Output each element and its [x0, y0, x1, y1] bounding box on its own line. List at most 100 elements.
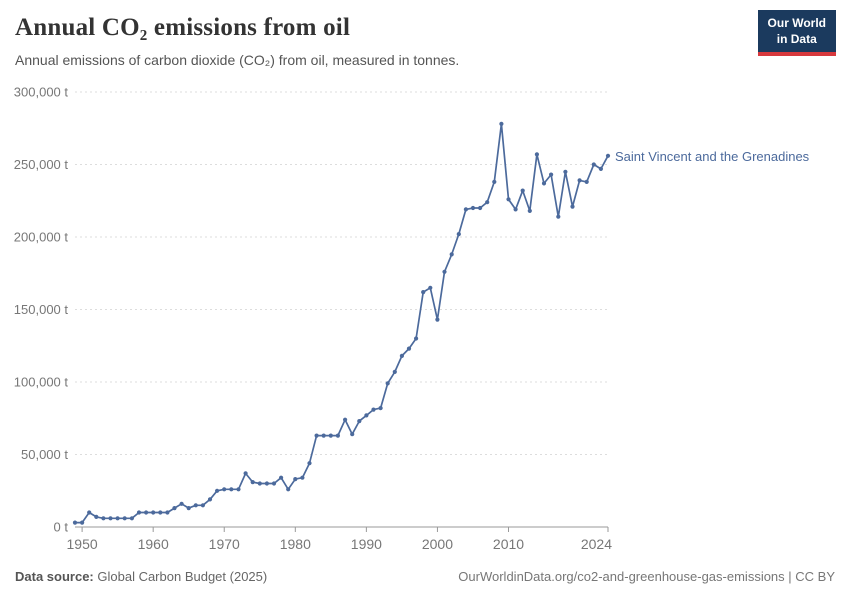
data-point[interactable] — [94, 514, 99, 520]
data-point[interactable] — [499, 121, 504, 126]
data-point[interactable] — [250, 480, 255, 485]
data-point[interactable] — [478, 205, 483, 211]
data-point[interactable] — [229, 487, 234, 492]
data-line[interactable] — [75, 123, 609, 524]
data-point[interactable] — [193, 503, 198, 508]
data-point[interactable] — [200, 503, 205, 508]
data-point[interactable] — [414, 336, 419, 341]
y-tick-label: 100,000 t — [14, 375, 69, 390]
data-point[interactable] — [158, 510, 163, 515]
data-point[interactable] — [357, 419, 362, 424]
data-point[interactable] — [406, 346, 412, 351]
data-point[interactable] — [335, 433, 340, 438]
y-tick-label: 0 t — [54, 520, 69, 535]
data-point[interactable] — [435, 317, 440, 322]
x-tick-label: 2000 — [422, 536, 453, 552]
data-point[interactable] — [286, 487, 291, 492]
owid-logo[interactable]: Our World in Data — [757, 10, 836, 57]
data-point[interactable] — [399, 353, 404, 358]
x-tick-label: 1990 — [351, 536, 382, 552]
data-point[interactable] — [513, 207, 518, 212]
data-point[interactable] — [179, 501, 184, 506]
owid-logo-line2: in Data — [776, 31, 817, 46]
data-point[interactable] — [598, 166, 604, 171]
data-point[interactable] — [72, 520, 78, 525]
data-point[interactable] — [428, 285, 433, 290]
data-point[interactable] — [307, 461, 312, 466]
data-point[interactable] — [485, 200, 490, 205]
data-point[interactable] — [541, 181, 547, 186]
owid-logo-line1: Our World — [767, 16, 826, 30]
data-point[interactable] — [527, 208, 532, 213]
data-point[interactable] — [463, 207, 468, 212]
data-point[interactable] — [492, 179, 497, 184]
data-point[interactable] — [108, 516, 113, 521]
data-point[interactable] — [605, 153, 611, 158]
data-point[interactable] — [80, 520, 85, 525]
data-point[interactable] — [151, 510, 156, 515]
data-point[interactable] — [449, 252, 454, 257]
chart-title: Annual CO₂ emissions from oil — [15, 14, 351, 41]
data-point[interactable] — [534, 152, 540, 157]
x-tick-label: 2024 — [581, 536, 612, 552]
y-tick-label: 50,000 t — [21, 447, 68, 462]
data-point[interactable] — [101, 516, 106, 521]
data-point[interactable] — [470, 205, 476, 211]
data-point[interactable] — [144, 510, 149, 515]
data-point[interactable] — [506, 197, 511, 202]
y-tick-label: 250,000 t — [14, 157, 69, 172]
data-point[interactable] — [136, 510, 142, 515]
y-tick-label: 300,000 t — [14, 85, 69, 100]
data-point[interactable] — [165, 510, 170, 515]
data-point[interactable] — [421, 290, 426, 295]
data-point[interactable] — [271, 481, 277, 486]
data-point[interactable] — [442, 269, 447, 274]
data-point[interactable] — [321, 433, 326, 438]
x-tick-label: 1980 — [280, 536, 311, 552]
data-point[interactable] — [328, 433, 333, 438]
data-point[interactable] — [293, 477, 298, 482]
data-point[interactable] — [570, 204, 575, 209]
data-point[interactable] — [257, 481, 262, 486]
data-point[interactable] — [556, 214, 561, 219]
series-entity-label[interactable]: Saint Vincent and the Grenadines — [615, 148, 810, 164]
data-point[interactable] — [129, 516, 134, 521]
data-point[interactable] — [371, 407, 376, 412]
data-point[interactable] — [392, 369, 397, 374]
data-point[interactable] — [563, 169, 568, 174]
data-point[interactable] — [577, 178, 582, 183]
footer-attribution[interactable]: OurWorldinData.org/co2-and-greenhouse-ga… — [458, 569, 835, 584]
data-point[interactable] — [87, 510, 92, 515]
y-tick-label: 150,000 t — [14, 302, 69, 317]
data-point[interactable] — [314, 433, 319, 438]
data-point[interactable] — [172, 506, 177, 511]
data-point[interactable] — [186, 506, 191, 511]
data-point[interactable] — [584, 179, 589, 184]
data-point[interactable] — [364, 413, 369, 418]
data-point[interactable] — [591, 162, 596, 167]
chart-subtitle: Annual emissions of carbon dioxide (CO₂)… — [15, 52, 460, 68]
data-point[interactable] — [279, 475, 284, 480]
footer-data-source: Data source: Global Carbon Budget (2025) — [15, 569, 267, 584]
footer-data-source-value: Global Carbon Budget (2025) — [97, 569, 268, 584]
data-point[interactable] — [549, 172, 554, 177]
data-point[interactable] — [264, 481, 269, 486]
data-point[interactable] — [236, 487, 241, 492]
data-point[interactable] — [122, 516, 127, 521]
data-point[interactable] — [456, 232, 461, 237]
x-tick-label: 2010 — [493, 536, 524, 552]
data-point[interactable] — [385, 381, 390, 386]
data-point[interactable] — [222, 487, 227, 492]
data-point[interactable] — [243, 471, 248, 476]
data-point[interactable] — [520, 188, 525, 193]
x-tick-label: 1950 — [67, 536, 98, 552]
data-point[interactable] — [115, 516, 120, 521]
data-point[interactable] — [343, 417, 348, 422]
data-point[interactable] — [215, 488, 220, 493]
data-point[interactable] — [350, 432, 355, 437]
data-point[interactable] — [207, 497, 213, 502]
data-point[interactable] — [378, 406, 383, 411]
data-point[interactable] — [300, 475, 305, 480]
